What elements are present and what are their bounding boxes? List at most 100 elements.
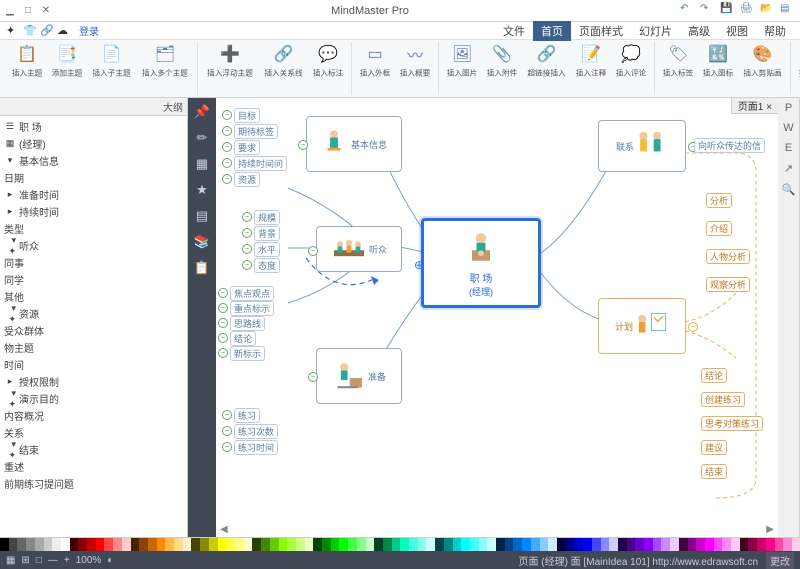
color-swatch[interactable] [87,538,96,551]
canvas-tab[interactable]: 页面1 × [731,98,778,114]
tree-item[interactable]: 准备时间▸ [2,186,185,203]
ribbon-tab[interactable]: 幻灯片 [631,21,680,41]
status-item[interactable]: □ [36,555,42,566]
color-swatch[interactable] [487,538,496,551]
qat-icon[interactable]: 💾 [720,3,736,19]
color-swatch[interactable] [322,538,331,551]
color-swatch[interactable] [574,538,583,551]
scroll-right-icon[interactable]: ▶ [766,524,774,535]
ribbon-button[interactable]: 📑添加主题 [47,42,87,80]
branch-tag[interactable]: 背景 [254,226,280,241]
color-swatch[interactable] [270,538,279,551]
branch-tag[interactable]: 练习 [234,408,260,423]
color-swatch[interactable] [426,538,435,551]
status-item[interactable]: ◐ [107,555,113,566]
collapse-icon[interactable]: − [242,244,252,254]
tool-icon[interactable]: ★ [192,180,212,200]
tree-item[interactable]: 结束▾ ✦ [2,441,185,458]
branch-tag[interactable]: 重点标示 [230,301,274,316]
ribbon-button[interactable]: 💭插入评论 [611,42,651,80]
tree-item[interactable]: 前期练习提问题 [2,475,185,492]
tree-expand-icon[interactable]: ▦ [4,138,16,150]
color-swatch[interactable] [513,538,522,551]
tree-item[interactable]: 同学 [2,271,185,288]
collapse-icon[interactable]: − [308,246,318,256]
color-swatch[interactable] [688,538,697,551]
tree-expand-icon[interactable]: ▾ ✦ [4,444,16,456]
color-swatch[interactable] [609,538,618,551]
tree-item[interactable]: 演示目的▾ ✦ [2,390,185,407]
branch-tag[interactable]: 思考对策练习 [701,416,763,431]
rail-icon[interactable]: ↗ [784,162,793,175]
branch-tag[interactable]: 思路线 [230,316,265,331]
color-swatch[interactable] [783,538,792,551]
qat-icon[interactable]: 🖨 [740,3,756,19]
tree-expand-icon[interactable]: ▾ ✦ [4,393,16,405]
color-swatch[interactable] [435,538,444,551]
color-swatch[interactable] [505,538,514,551]
color-swatch[interactable] [52,538,61,551]
maximize-icon[interactable]: □ [22,5,34,17]
tree-expand-icon[interactable]: ▾ ✦ [4,308,16,320]
collapse-icon[interactable]: − [242,260,252,270]
branch-tag[interactable]: 持续时间问 [234,156,287,171]
collapse-icon[interactable]: − [222,110,232,120]
color-swatch[interactable] [183,538,192,551]
color-swatch[interactable] [96,538,105,551]
color-swatch[interactable] [679,538,688,551]
tree-item[interactable]: 授权限制▸ [2,373,185,390]
collapse-icon[interactable]: − [298,140,308,150]
tree-item[interactable]: 听众▾ ✦ [2,237,185,254]
color-swatch[interactable] [531,538,540,551]
ribbon-button[interactable]: ⬇插入公式 [794,42,800,80]
color-swatch[interactable] [35,538,44,551]
color-swatch[interactable] [418,538,427,551]
node-prepare[interactable]: 准备 [316,348,402,404]
tree-expand-icon[interactable]: ☰ [4,121,16,133]
branch-tag[interactable]: 结论 [230,331,256,346]
collapse-icon[interactable]: − [222,426,232,436]
color-swatch[interactable] [218,538,227,551]
status-item[interactable]: + [64,555,70,566]
branch-tag[interactable]: 练习次数 [234,424,278,439]
qat-icon[interactable]: ▤ [780,3,796,19]
color-swatch[interactable] [287,538,296,551]
color-swatch[interactable] [235,538,244,551]
color-swatch[interactable] [305,538,314,551]
branch-tag[interactable]: 向听众传达的信 [694,138,765,153]
tree-item[interactable]: 资源▾ ✦ [2,305,185,322]
collapse-icon[interactable]: − [222,126,232,136]
color-swatch[interactable] [392,538,401,551]
color-swatch[interactable] [252,538,261,551]
branch-tag[interactable]: 练习时间 [234,440,278,455]
branch-tag[interactable]: 焦点观点 [230,286,274,301]
color-swatch[interactable] [104,538,113,551]
branch-tag[interactable]: 水平 [254,242,280,257]
collapse-icon[interactable]: − [218,318,228,328]
branch-tag[interactable]: 结论 [701,368,727,383]
collapse-icon[interactable]: − [222,442,232,452]
color-swatch[interactable] [714,538,723,551]
color-swatch[interactable] [653,538,662,551]
collapse-icon[interactable]: − [222,158,232,168]
close-icon[interactable]: ✕ [40,5,52,17]
color-swatch[interactable] [583,538,592,551]
color-swatch[interactable] [592,538,601,551]
qat-icon[interactable]: ↶ [680,3,696,19]
color-swatch[interactable] [470,538,479,551]
tool-icon[interactable]: 📚 [192,232,212,252]
branch-tag[interactable]: 要求 [234,140,260,155]
tool-icon[interactable]: ▤ [192,206,212,226]
color-swatch[interactable] [148,538,157,551]
color-swatch[interactable] [0,538,9,551]
color-swatch[interactable] [775,538,784,551]
color-swatch[interactable] [165,538,174,551]
node-audience[interactable]: 听众 [316,226,402,272]
color-swatch[interactable] [44,538,53,551]
scroll-left-icon[interactable]: ◀ [220,524,228,535]
color-swatch[interactable] [748,538,757,551]
branch-tag[interactable]: 人物分析 [706,249,750,264]
status-item[interactable]: 100% [76,555,102,566]
color-swatch[interactable] [627,538,636,551]
node-basic-info[interactable]: 基本信息 [306,116,402,172]
